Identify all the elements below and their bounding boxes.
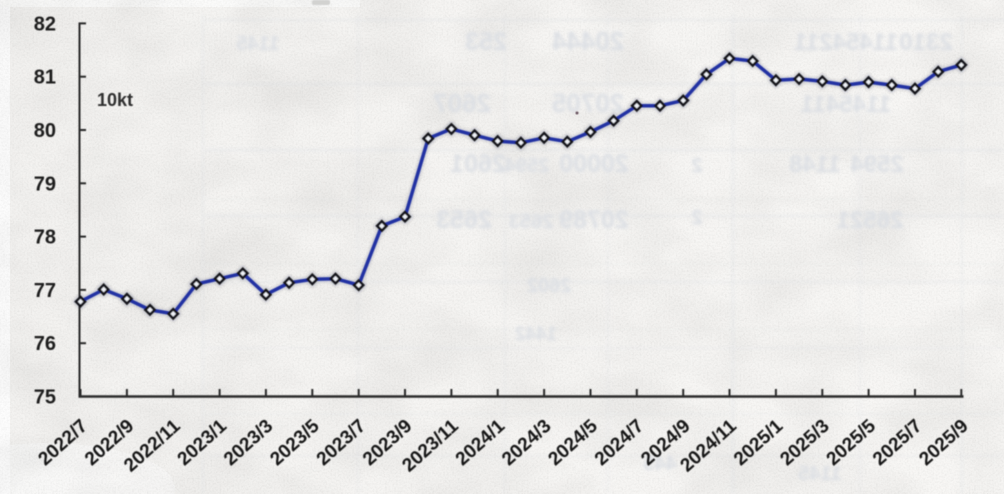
svg-text:2594: 2594 xyxy=(504,155,549,177)
svg-text:2653: 2653 xyxy=(436,206,492,234)
svg-text:2310: 2310 xyxy=(899,29,952,56)
svg-text:2594: 2594 xyxy=(850,151,904,178)
svg-text:77: 77 xyxy=(34,280,56,302)
svg-text:2602: 2602 xyxy=(527,275,572,297)
svg-text:11454211: 11454211 xyxy=(794,29,898,56)
svg-text:253: 253 xyxy=(465,28,507,56)
svg-text:20789: 20789 xyxy=(559,206,629,234)
svg-text:82: 82 xyxy=(34,13,56,35)
svg-text:1148: 1148 xyxy=(789,151,841,178)
svg-text:20000: 20000 xyxy=(559,150,629,178)
svg-text:26521: 26521 xyxy=(837,207,904,234)
svg-text:2601: 2601 xyxy=(450,150,506,178)
svg-text:75: 75 xyxy=(34,387,56,409)
svg-text:81: 81 xyxy=(34,67,56,89)
svg-text:2607: 2607 xyxy=(433,88,491,118)
svg-text:1145: 1145 xyxy=(798,463,841,485)
svg-text:20705: 20705 xyxy=(552,88,624,118)
svg-text:1145: 1145 xyxy=(236,33,279,55)
svg-text:2: 2 xyxy=(691,207,702,229)
svg-text:2653: 2653 xyxy=(509,211,554,233)
svg-text:1442: 1442 xyxy=(515,324,557,345)
svg-text:80: 80 xyxy=(34,120,56,142)
svg-text:79: 79 xyxy=(34,173,56,195)
svg-text:76: 76 xyxy=(34,333,56,355)
svg-text:78: 78 xyxy=(34,227,56,249)
svg-text:1145411: 1145411 xyxy=(801,91,892,118)
svg-text:2: 2 xyxy=(691,155,702,177)
svg-text:445: 445 xyxy=(643,453,676,475)
svg-text:10kt: 10kt xyxy=(97,90,133,110)
svg-text:20444: 20444 xyxy=(551,26,624,56)
